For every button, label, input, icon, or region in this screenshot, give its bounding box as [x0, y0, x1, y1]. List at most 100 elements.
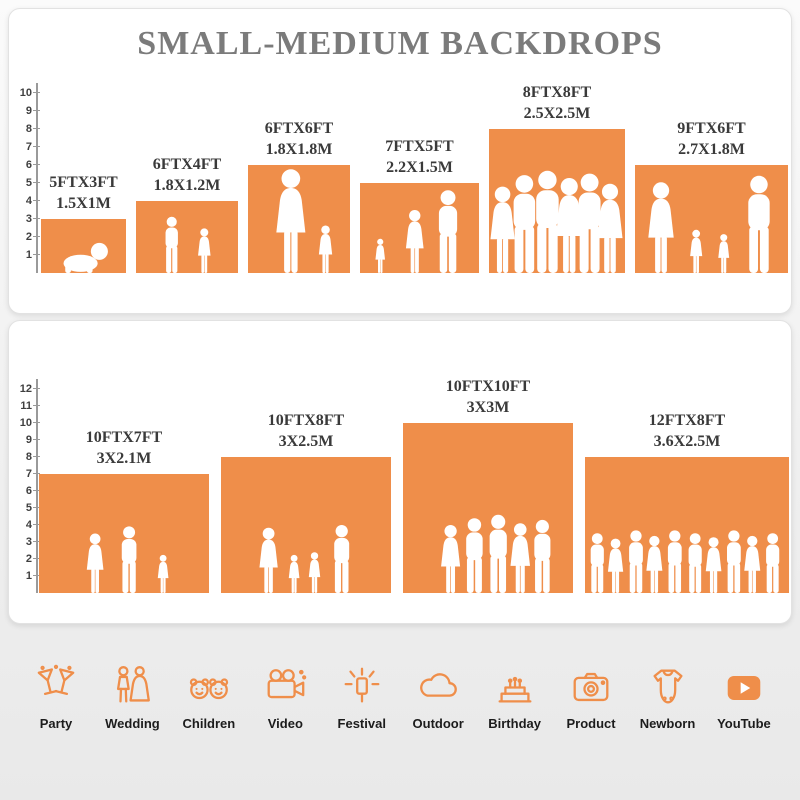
page-title: SMALL-MEDIUM BACKDROPS [137, 25, 663, 62]
people-silhouette [490, 170, 623, 273]
category-label: Outdoor [412, 716, 464, 731]
axis-tick-label: 11 [20, 400, 32, 412]
size-label-ft: 9FTX6FT [677, 120, 746, 138]
size-label: 8FTX8FT 2.5X2.5M [477, 83, 637, 124]
people-silhouette [259, 525, 350, 593]
size-chart-panel-bottom: 1 2 3 4 5 6 7 8 9 10 11 12 10FTX7FT 3X2.1M 10FTX8FT 3X… [8, 320, 792, 624]
birthday-icon [481, 664, 549, 710]
category-video: Video [251, 664, 319, 731]
axis-tick-label: 5 [25, 177, 32, 189]
people-silhouette [276, 169, 333, 273]
axis-tick-mark [33, 523, 40, 525]
category-outdoor: Outdoor [404, 664, 472, 731]
backdrop-bar-6ftx6ft: 6FTX6FT 1.8X1.8M [248, 120, 350, 273]
axis-tick-mark [33, 253, 40, 255]
size-chart-panel-top: SMALL-MEDIUM BACKDROPS 1 2 3 4 5 6 7 8 9 10 5FTX3… [8, 8, 792, 314]
category-icon-row: Party Wedding Children Video Festival Outdoor… [0, 664, 800, 731]
size-label-m: 3X2.1M [96, 449, 152, 467]
axis-tick-label: 12 [19, 383, 32, 395]
axis-tick-mark [33, 109, 40, 111]
axis-tick-mark [33, 235, 40, 237]
category-label: Video [267, 716, 303, 731]
category-label: Festival [337, 716, 386, 731]
people-silhouette [375, 190, 458, 273]
backdrop-bars: 5FTX3FT 1.5X1M 6FTX4FT 1.8X1.2M 6FTX6FT 1.8X1… [41, 84, 788, 273]
backdrop-bars: 10FTX7FT 3X2.1M 10FTX8FT 3X2.5M 10FTX10FT 3X3… [39, 378, 789, 593]
size-label: 10FTX10FT 3X3M [408, 377, 568, 418]
axis-tick-mark [33, 127, 40, 129]
category-label: Birthday [488, 716, 541, 731]
size-label: 6FTX4FT 1.8X1.2M [107, 155, 267, 196]
size-label-m: 3.6X2.5M [653, 432, 721, 450]
size-label-ft: 10FTX10FT [445, 378, 531, 396]
people-silhouette [165, 216, 211, 273]
axis-tick-label: 9 [25, 105, 32, 117]
axis-tick-mark [33, 217, 40, 219]
festival-icon [328, 664, 396, 710]
size-label-m: 1.8X1.8M [265, 140, 333, 158]
axis-tick-mark [33, 574, 40, 576]
size-label-ft: 7FTX5FT [385, 138, 454, 156]
axis-tick-label: 9 [25, 434, 32, 446]
wedding-icon [98, 664, 166, 710]
axis-tick-label: 8 [25, 123, 32, 135]
size-label-m: 2.5X2.5M [523, 104, 591, 122]
axis-tick-mark [33, 404, 40, 406]
axis-tick-label: 7 [25, 141, 32, 153]
size-label: 6FTX6FT 1.8X1.8M [219, 119, 379, 160]
category-product: Product [557, 664, 625, 731]
axis-tick-label: 2 [25, 231, 32, 243]
category-youtube: YouTube [710, 664, 778, 731]
backdrop-bar-8ftx8ft: 8FTX8FT 2.5X2.5M [489, 84, 625, 273]
axis-tick-mark [33, 557, 40, 559]
backdrop-bar-5ftx3ft: 5FTX3FT 1.5X1M [41, 174, 126, 273]
axis-tick-label: 8 [25, 451, 32, 463]
axis-tick-label: 6 [25, 485, 32, 497]
size-label: 9FTX6FT 2.7X1.8M [632, 119, 792, 160]
category-label: Wedding [105, 716, 160, 731]
category-party: Party [22, 664, 90, 731]
axis-tick-mark [33, 489, 40, 491]
video-icon [251, 664, 319, 710]
category-wedding: Wedding [98, 664, 166, 731]
category-birthday: Birthday [481, 664, 549, 731]
axis-tick-mark [33, 387, 40, 389]
y-axis-ruler: 1 2 3 4 5 6 7 8 9 10 11 12 [15, 321, 43, 623]
backdrop-bar-6ftx4ft: 6FTX4FT 1.8X1.2M [136, 156, 238, 273]
y-axis-ruler: 1 2 3 4 5 6 7 8 9 10 [15, 9, 43, 313]
axis-tick-label: 4 [25, 519, 32, 531]
axis-tick-label: 5 [25, 502, 32, 514]
size-label: 7FTX5FT 2.2X1.5M [340, 137, 500, 178]
axis-tick-mark [33, 91, 40, 93]
youtube-icon [710, 664, 778, 710]
size-label-m: 1.5X1M [56, 194, 111, 212]
axis-tick-label: 1 [25, 249, 32, 261]
axis-tick-label: 10 [19, 417, 32, 429]
size-label-ft: 10FTX7FT [85, 429, 163, 447]
size-label-ft: 10FTX8FT [267, 412, 345, 430]
backdrop-bar-10ftx8ft: 10FTX8FT 3X2.5M [221, 412, 391, 593]
axis-tick-mark [33, 163, 40, 165]
size-label: 10FTX7FT 3X2.1M [44, 428, 204, 469]
size-label-ft: 12FTX8FT [648, 412, 726, 430]
size-label: 5FTX3FT 1.5X1M [4, 173, 164, 214]
backdrop-bar-10ftx7ft: 10FTX7FT 3X2.1M [39, 429, 209, 593]
axis-tick-label: 3 [25, 213, 32, 225]
category-festival: Festival [328, 664, 396, 731]
category-label: Children [182, 716, 236, 731]
people-silhouette [590, 530, 780, 593]
category-children: Children [175, 664, 243, 731]
people-silhouette [63, 242, 108, 273]
axis-tick-label: 2 [25, 553, 32, 565]
size-label-ft: 6FTX6FT [264, 120, 334, 138]
axis-tick-mark [33, 421, 40, 423]
backdrop-bar-10ftx10ft: 10FTX10FT 3X3M [403, 378, 573, 593]
category-label: Party [39, 716, 73, 731]
size-label-m: 1.8X1.2M [153, 176, 221, 194]
size-label-m: 2.2X1.5M [386, 158, 453, 176]
backdrop-bar-9ftx6ft: 9FTX6FT 2.7X1.8M [635, 120, 788, 273]
size-label-m: 2.7X1.8M [678, 140, 745, 158]
axis-tick-label: 10 [19, 87, 32, 99]
axis-tick-mark [33, 506, 40, 508]
category-label: YouTube [717, 716, 771, 731]
